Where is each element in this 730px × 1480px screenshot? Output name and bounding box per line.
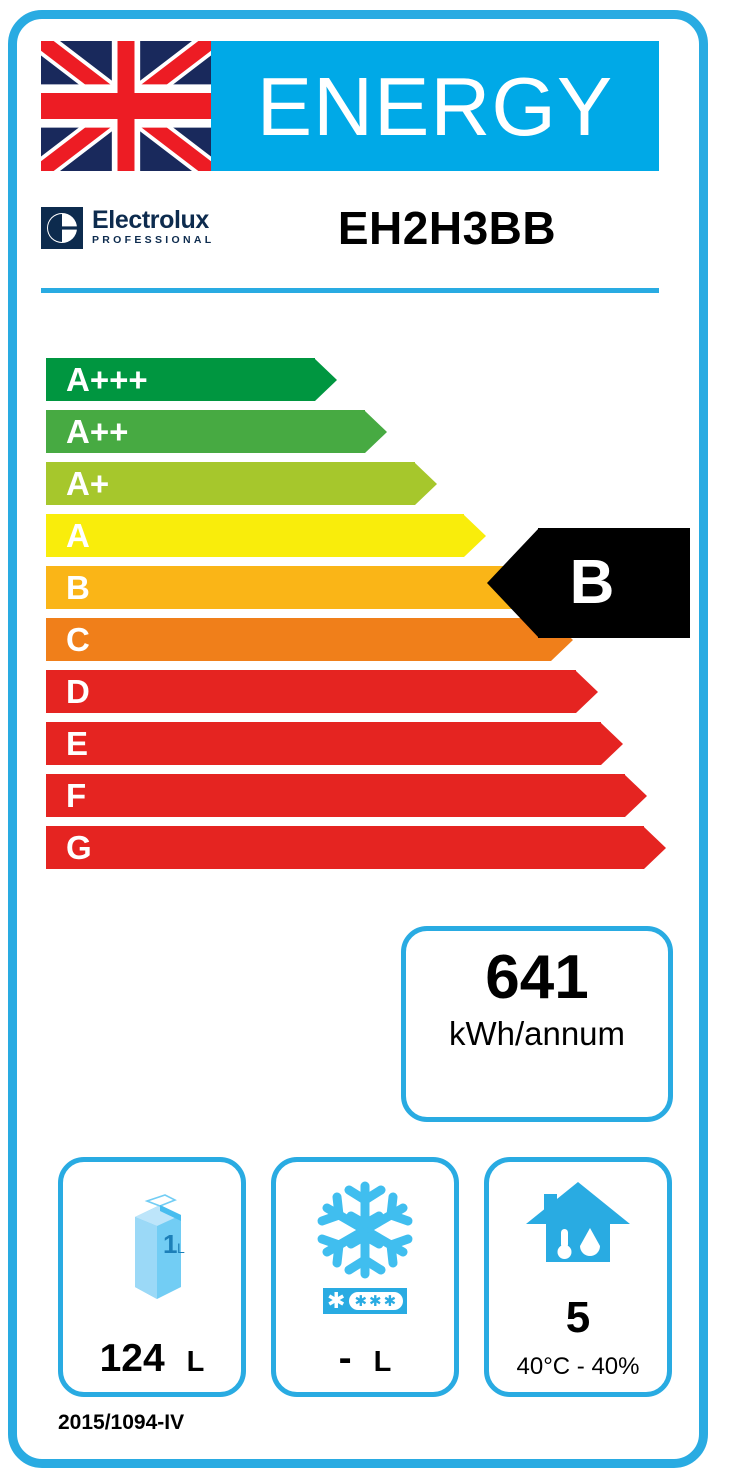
freezer-star-rating-badge: ✱ ✱✱✱ [323,1288,407,1314]
energy-class-bar-tip-icon [625,774,648,817]
svg-text:L: L [177,1240,185,1256]
regulation-reference: 2015/1094-IV [58,1411,185,1434]
fridge-volume-value: 124 [99,1337,165,1380]
freezer-star-single: ✱ [327,1288,346,1313]
electrolux-logo-text: Electrolux PROFESSIONAL [92,208,214,247]
energy-class-bar-tip-icon [600,722,623,765]
rating-arrow-body: B [538,528,690,638]
energy-class-bar-tip-icon [315,358,338,401]
milk-carton-icon: 1 L [135,1194,185,1299]
electrolux-logo: Electrolux PROFESSIONAL [41,207,271,249]
energy-banner-text: ENERGY [256,59,614,153]
energy-class-bar-label: D [66,673,90,710]
energy-class-bar-label: B [66,569,90,606]
house-climate-icon [526,1182,630,1262]
energy-class-bar-C: C [46,618,666,661]
freezer-volume-unit: L [373,1346,392,1378]
energy-class-bar-body: A [46,514,465,557]
rating-class-letter: B [569,548,615,617]
annual-consumption-unit: kWh/annum [448,1015,626,1053]
rating-arrow: B [487,528,690,638]
fridge-volume-unit: L [186,1346,205,1378]
header-divider [41,288,659,293]
energy-class-bar-body: A++ [46,410,365,453]
fridge-icon-zone: 1 L [113,1162,191,1326]
energy-class-bar-body: B [46,566,514,609]
energy-class-bar-label: A [66,517,90,554]
freezer-volume-row: - L [276,1339,454,1378]
energy-class-bar-Aplus: A+ [46,462,666,505]
energy-class-bar-tip-icon [365,410,387,453]
energy-class-bar-body: C [46,618,551,661]
energy-class-bar-body: E [46,722,601,765]
energy-class-bar-body: G [46,826,644,869]
energy-class-scale: A+++ A++ A+ A B C D E F G [46,358,666,870]
energy-class-bar-B: B [46,566,666,609]
snowflake-icon [317,1181,413,1279]
brand-row: Electrolux PROFESSIONAL EH2H3BB [41,190,659,266]
energy-class-bar-label: E [66,725,89,762]
brand-sub: PROFESSIONAL [92,234,215,247]
climate-class-conditions: 40°C - 40% [516,1353,640,1380]
energy-class-bar-G: G [46,826,666,869]
energy-class-bar-tip-icon [464,514,487,557]
freezer-star-triple: ✱✱✱ [354,1292,399,1310]
rating-arrow-head-icon [487,528,539,638]
energy-class-bar-A: A [46,514,666,557]
energy-class-bar-body: F [46,774,626,817]
energy-banner: ENERGY [211,41,659,171]
energy-class-bar-label: C [66,621,90,658]
energy-class-bar-body: D [46,670,576,713]
annual-consumption-value: 641 [485,943,589,1012]
freezer-volume-value: - [338,1337,352,1380]
energy-class-bar-F: F [46,774,666,817]
freezer-volume-box: ✱ ✱✱✱ - L [271,1157,459,1397]
energy-class-bar-tip-icon [575,670,598,713]
spec-boxes: 1 L 124 L [58,1157,672,1397]
freezer-icon-zone: ✱ ✱✱✱ [313,1162,417,1326]
energy-class-bar-body: A+++ [46,358,316,401]
energy-class-bar-E: E [46,722,666,765]
energy-class-bar-label: F [66,777,87,814]
brand-name: Electrolux [92,206,209,235]
electrolux-logo-mark-icon [41,207,83,249]
fridge-volume-box: 1 L 124 L [58,1157,246,1397]
climate-class-value: 5 [565,1293,591,1342]
svg-text:1: 1 [163,1229,177,1259]
climate-class-box: 5 40°C - 40% [484,1157,672,1397]
energy-class-bar-label: A++ [66,413,129,450]
union-jack-flag-icon [41,41,211,171]
energy-class-bar-tip-icon [414,462,437,505]
energy-class-bar-Aplusplusplus: A+++ [46,358,666,401]
model-name: EH2H3BB [337,202,557,254]
energy-class-bar-D: D [46,670,666,713]
energy-class-bar-label: G [66,829,92,866]
energy-class-bar-Aplusplus: A++ [46,410,666,453]
energy-class-bar-label: A+++ [66,361,148,398]
fridge-volume-row: 124 L [63,1339,241,1378]
energy-class-bar-tip-icon [644,826,666,869]
energy-class-bar-body: A+ [46,462,415,505]
annual-consumption-box: 641 kWh/annum [401,926,673,1122]
freezer-star-pill: ✱✱✱ [349,1292,404,1310]
label-header: ENERGY [41,41,659,171]
climate-icon-zone [522,1162,634,1282]
energy-class-bar-label: A+ [66,465,110,502]
